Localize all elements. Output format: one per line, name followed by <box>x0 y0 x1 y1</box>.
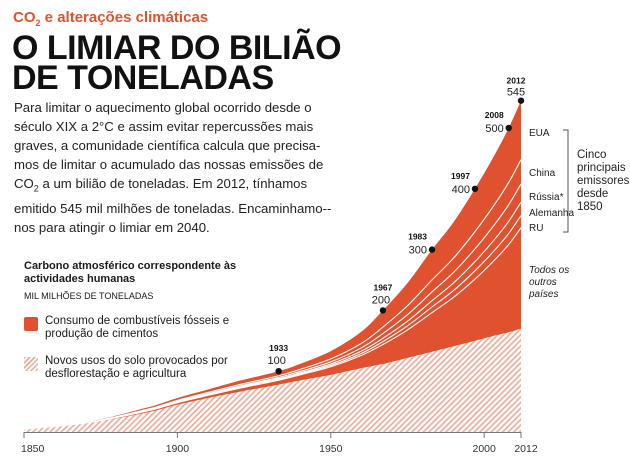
page-title: O LIMIAR DO BILIÃO DE TONELADAS <box>12 29 342 97</box>
point-value-label: 545 <box>507 87 525 99</box>
x-tick-label: 1900 <box>166 443 190 455</box>
data-point-annotation: 1933 100 <box>267 343 288 375</box>
x-tick-label: 2012 <box>514 443 538 455</box>
data-point-annotation: 1967 200 <box>372 282 393 314</box>
country-label: RU <box>529 223 543 234</box>
point-year-label: 2008 <box>485 110 504 120</box>
country-boundary-line <box>23 227 522 431</box>
x-tick-label: 2000 <box>473 443 497 455</box>
data-point-marker <box>471 185 479 192</box>
bracket-label: principais <box>577 162 626 174</box>
title-line-2: DE TONELADAS <box>12 59 274 97</box>
data-point-marker <box>428 246 436 253</box>
intro-sub: 2 <box>33 183 39 194</box>
x-axis: 1850 1900 1950 2000 2012 <box>21 432 538 455</box>
point-year-label: 1997 <box>451 171 470 181</box>
legend-label: Novos usos do solo provocados por desflo… <box>45 355 228 380</box>
bracket-label: 1850 <box>577 201 603 213</box>
others-label: outros <box>529 277 557 288</box>
bracket-label: Cinco <box>577 149 606 161</box>
point-year-label: 1933 <box>269 343 288 353</box>
point-year-label: 1967 <box>373 282 392 292</box>
data-point-marker <box>379 307 387 314</box>
legend-item-land-use: Novos usos do solo provocados por desflo… <box>24 355 254 381</box>
title-line-1: O LIMIAR DO BILIÃO <box>12 29 342 67</box>
legend-swatch-solid <box>24 317 38 331</box>
point-year-label: 2012 <box>507 76 526 86</box>
data-point-annotation: 2008 500 <box>485 110 512 135</box>
point-year-label: 1983 <box>408 232 427 242</box>
legend-unit: MIL MILHÕES DE TONELADAS <box>24 291 154 301</box>
legend-item-fossil: Consumo de combustíveis fósseis e produç… <box>24 315 254 341</box>
point-value-label: 200 <box>372 294 390 306</box>
data-point-marker <box>505 124 512 132</box>
intro-part-1: Para limitar o aquecimento global ocorri… <box>14 100 324 191</box>
data-point-marker <box>517 97 525 104</box>
data-point-annotation: 1983 300 <box>408 232 436 257</box>
kicker: CO2 e alterações climáticas <box>13 9 208 28</box>
bracket-line <box>563 129 569 233</box>
intro-part-2: a um bilião de toneladas. Em 2012, tínha… <box>14 176 332 235</box>
country-boundary-line <box>23 159 522 431</box>
bracket-label: desde <box>577 188 608 200</box>
country-lines <box>23 100 522 432</box>
legend-label: Consumo de combustíveis fósseis e produç… <box>45 315 230 340</box>
country-label: EUA <box>529 128 550 139</box>
area-fossil-fuels <box>24 100 521 432</box>
point-value-label: 400 <box>452 184 470 196</box>
point-value-label: 300 <box>409 245 427 257</box>
data-point-marker <box>275 368 282 375</box>
country-label: Alemanha <box>529 208 574 219</box>
legend-title: Carbono atmosférico correspondente às ac… <box>24 260 237 285</box>
country-boundary-line <box>23 183 522 431</box>
point-value-label: 100 <box>267 355 285 367</box>
bracket-label: emissores <box>577 175 630 187</box>
kicker-sub: 2 <box>35 18 41 28</box>
kicker-suffix: e alterações climáticas <box>40 9 209 26</box>
legend: Carbono atmosférico correspondente às ac… <box>24 260 254 381</box>
annotations: 1933 100 1967 200 1983 300 1997 400 2008 500 20125… <box>267 76 526 375</box>
intro-paragraph: Para limitar o aquecimento global ocorri… <box>14 98 334 237</box>
legend-swatch-hatch <box>24 357 38 371</box>
kicker-co: CO <box>13 9 36 26</box>
country-label: China <box>529 168 556 179</box>
others-label: Todos os <box>529 265 569 276</box>
country-label: Rússia* <box>529 192 564 203</box>
others-label: países <box>528 289 558 300</box>
area-land-use <box>24 328 521 432</box>
point-value-label: 500 <box>485 123 503 135</box>
data-point-annotation: 1997 400 <box>451 171 479 196</box>
country-labels: EUA China Rússia* Alemanha RU Todos osoutrosp… <box>528 128 574 300</box>
x-tick-label: 1950 <box>319 443 343 455</box>
x-tick-label: 1850 <box>21 443 45 455</box>
